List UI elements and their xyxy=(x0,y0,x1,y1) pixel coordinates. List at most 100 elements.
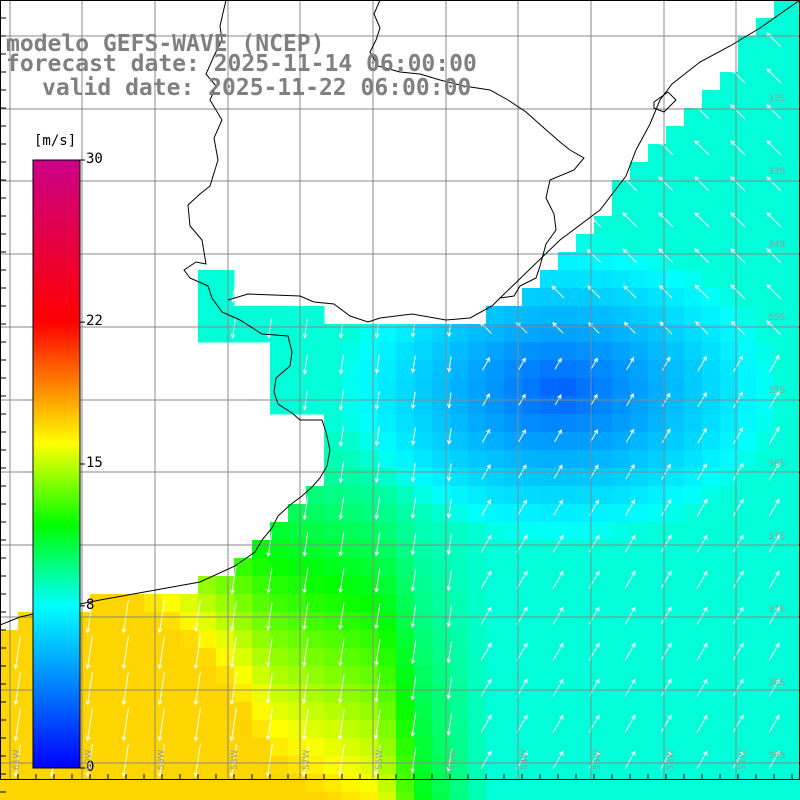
speed-cell xyxy=(792,306,800,325)
wind-arrow xyxy=(266,637,273,668)
wind-arrow xyxy=(696,678,708,697)
speed-cell xyxy=(504,558,523,577)
wind-arrow xyxy=(410,497,417,520)
wind-arrow xyxy=(374,532,381,557)
speed-cell xyxy=(432,522,451,541)
wind-arrow xyxy=(730,212,746,228)
speed-cell xyxy=(594,612,613,631)
wind-arrow xyxy=(301,708,309,741)
speed-cell xyxy=(576,342,595,361)
speed-cell xyxy=(792,108,800,127)
speed-cell xyxy=(342,792,361,800)
speed-cell xyxy=(504,396,523,415)
speed-cell xyxy=(612,558,631,577)
speed-cell xyxy=(648,522,667,541)
speed-cell xyxy=(360,432,379,451)
speed-cell xyxy=(630,756,649,775)
speed-cell xyxy=(504,414,523,433)
speed-cell xyxy=(342,396,361,415)
wind-arrow xyxy=(157,707,165,742)
speed-cell xyxy=(738,360,757,379)
wind-arrow xyxy=(85,743,93,778)
speed-cell xyxy=(702,684,721,703)
speed-cell xyxy=(540,468,559,487)
speed-cell xyxy=(612,540,631,559)
wind-arrow xyxy=(121,707,129,742)
speed-cell xyxy=(396,720,415,739)
speed-cell xyxy=(720,126,739,145)
speed-cell xyxy=(648,396,667,415)
wind-arrow xyxy=(479,321,492,334)
speed-cell xyxy=(270,306,289,325)
speed-cell xyxy=(144,738,163,757)
speed-cell xyxy=(342,666,361,685)
wind-arrow xyxy=(768,570,780,589)
speed-cell xyxy=(486,666,505,685)
speed-cell xyxy=(486,432,505,451)
speed-cell xyxy=(738,306,757,325)
speed-cell xyxy=(540,360,559,379)
speed-cell xyxy=(684,774,703,793)
speed-cell xyxy=(378,414,397,433)
speed-cell xyxy=(738,558,757,577)
speed-cell xyxy=(756,648,775,667)
speed-cell xyxy=(792,252,800,271)
speed-cell xyxy=(756,450,775,469)
speed-cell xyxy=(684,486,703,505)
speed-cell xyxy=(144,774,163,793)
speed-cell xyxy=(162,702,181,721)
speed-cell xyxy=(414,360,433,379)
speed-cell xyxy=(360,540,379,559)
speed-cell xyxy=(180,684,199,703)
speed-cell xyxy=(216,270,235,289)
speed-cell xyxy=(342,630,361,649)
speed-cell xyxy=(648,234,667,253)
speed-cell xyxy=(522,450,541,469)
speed-cell xyxy=(432,414,451,433)
speed-cell xyxy=(486,702,505,721)
speed-cell xyxy=(630,450,649,469)
wind-arrow xyxy=(13,743,21,778)
longitude-label: 59W xyxy=(157,749,167,770)
wind-arrow xyxy=(766,212,782,228)
speed-cell xyxy=(774,288,793,307)
wind-arrow xyxy=(624,678,636,697)
speed-cell xyxy=(324,630,343,649)
wind-arrow xyxy=(768,534,780,553)
speed-cell xyxy=(666,522,685,541)
speed-cell xyxy=(684,540,703,559)
latitude-label: 33S xyxy=(768,167,786,177)
speed-cell xyxy=(720,216,739,235)
speed-cell xyxy=(414,414,433,433)
wind-arrow xyxy=(410,604,417,629)
speed-cell xyxy=(126,648,145,667)
speed-cell xyxy=(720,774,739,793)
speed-cell xyxy=(270,702,289,721)
speed-cell xyxy=(126,774,145,793)
speed-cell xyxy=(288,360,307,379)
speed-cell xyxy=(702,648,721,667)
speed-cell xyxy=(540,306,559,325)
speed-cell xyxy=(522,702,541,721)
speed-cell xyxy=(198,792,217,800)
speed-cell xyxy=(720,108,739,127)
speed-cell xyxy=(738,126,757,145)
speed-cell xyxy=(702,180,721,199)
speed-cell xyxy=(702,90,721,109)
speed-cell xyxy=(540,702,559,721)
wind-arrow xyxy=(85,599,93,634)
speed-cell xyxy=(576,702,595,721)
speed-cell xyxy=(684,450,703,469)
speed-cell xyxy=(558,360,577,379)
speed-cell xyxy=(792,72,800,91)
speed-cell xyxy=(270,738,289,757)
speed-cell xyxy=(504,432,523,451)
speed-cell xyxy=(378,342,397,361)
wind-arrow xyxy=(586,212,602,228)
wind-arrow xyxy=(552,534,564,553)
speed-cell xyxy=(360,666,379,685)
speed-cell xyxy=(396,486,415,505)
speed-cell xyxy=(792,756,800,775)
speed-cell xyxy=(18,630,37,649)
wind-arrow xyxy=(766,140,782,156)
